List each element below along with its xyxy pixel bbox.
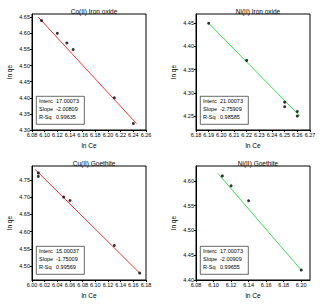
svg-text:6.10: 6.10 (208, 282, 219, 288)
svg-text:4.25: 4.25 (183, 113, 194, 119)
svg-text:6.14: 6.14 (243, 282, 254, 288)
svg-text:6.12: 6.12 (226, 282, 237, 288)
svg-text:4.65: 4.65 (19, 14, 30, 20)
svg-text:ln Ce: ln Ce (245, 142, 261, 149)
svg-text:-2.00909: -2.00909 (220, 256, 242, 262)
svg-text:-2.00809: -2.00809 (56, 106, 78, 112)
svg-text:ln qe: ln qe (170, 65, 178, 79)
svg-text:6.18: 6.18 (90, 132, 101, 138)
svg-text:6.20: 6.20 (216, 132, 227, 138)
svg-text:6.26: 6.26 (292, 132, 303, 138)
svg-text:Co(II) Iron oxide: Co(II) Iron oxide (71, 8, 118, 16)
svg-text:ln qe: ln qe (6, 65, 14, 79)
svg-text:6.14: 6.14 (65, 132, 76, 138)
svg-text:6.16: 6.16 (77, 132, 88, 138)
svg-text:0.99635: 0.99635 (56, 114, 76, 120)
svg-text:ln Ce: ln Ce (81, 292, 97, 299)
svg-text:4.45: 4.45 (183, 252, 194, 258)
svg-text:Ni(II) Goethite: Ni(II) Goethite (238, 160, 279, 168)
svg-text:R-Sq: R-Sq (203, 114, 216, 120)
svg-text:0.99655: 0.99655 (220, 264, 240, 270)
svg-text:6.16: 6.16 (128, 282, 139, 288)
svg-text:Interc: Interc (39, 248, 53, 254)
svg-text:6.27: 6.27 (305, 132, 316, 138)
svg-text:6.14: 6.14 (115, 282, 126, 288)
svg-text:6.18: 6.18 (191, 132, 202, 138)
svg-text:6.18: 6.18 (278, 282, 289, 288)
svg-text:6.04: 6.04 (52, 282, 63, 288)
svg-text:6.18: 6.18 (141, 282, 152, 288)
svg-text:Slope: Slope (39, 106, 53, 112)
svg-text:4.75: 4.75 (19, 177, 30, 183)
svg-text:4.50: 4.50 (183, 227, 194, 233)
svg-text:Ni(II) Iron oxide: Ni(II) Iron oxide (236, 8, 281, 16)
svg-text:4.35: 4.35 (183, 67, 194, 73)
svg-text:4.45: 4.45 (19, 79, 30, 85)
svg-text:17.00073: 17.00073 (56, 98, 79, 104)
svg-text:R-Sq: R-Sq (39, 264, 52, 270)
svg-text:4.30: 4.30 (183, 90, 194, 96)
svg-text:6.24: 6.24 (128, 132, 139, 138)
svg-text:6.22: 6.22 (115, 132, 126, 138)
svg-text:4.40: 4.40 (19, 95, 30, 101)
svg-text:6.08: 6.08 (27, 132, 38, 138)
svg-text:4.60: 4.60 (183, 178, 194, 184)
svg-text:4.40: 4.40 (183, 277, 194, 283)
svg-text:ln Ce: ln Ce (245, 292, 261, 299)
svg-text:4.70: 4.70 (19, 194, 30, 200)
svg-text:4.50: 4.50 (19, 63, 30, 69)
svg-text:4.55: 4.55 (19, 246, 30, 252)
svg-text:6.21: 6.21 (229, 132, 240, 138)
svg-text:17.00073: 17.00073 (220, 248, 243, 254)
svg-text:6.06: 6.06 (65, 282, 76, 288)
svg-text:Slope: Slope (203, 106, 217, 112)
svg-text:Interc: Interc (203, 248, 217, 254)
svg-text:4.60: 4.60 (19, 30, 30, 36)
svg-text:Slope: Slope (203, 256, 217, 262)
svg-text:6.26: 6.26 (141, 132, 152, 138)
svg-text:4.30: 4.30 (19, 127, 30, 133)
svg-text:6.22: 6.22 (241, 132, 252, 138)
svg-text:4.65: 4.65 (19, 211, 30, 217)
svg-text:4.45: 4.45 (183, 20, 194, 26)
svg-text:ln qe: ln qe (6, 216, 14, 230)
svg-text:R-Sq: R-Sq (39, 114, 52, 120)
svg-text:4.55: 4.55 (19, 46, 30, 52)
svg-text:6.23: 6.23 (254, 132, 265, 138)
svg-text:6.08: 6.08 (77, 282, 88, 288)
svg-text:0.98585: 0.98585 (220, 114, 240, 120)
svg-text:6.20: 6.20 (103, 132, 114, 138)
svg-text:4.35: 4.35 (19, 111, 30, 117)
svg-text:21.00073: 21.00073 (220, 98, 243, 104)
svg-text:Cu(II) Goethite: Cu(II) Goethite (73, 160, 116, 168)
svg-text:6.20: 6.20 (296, 282, 307, 288)
svg-text:6.00: 6.00 (27, 282, 38, 288)
svg-text:6.10: 6.10 (90, 282, 101, 288)
svg-text:4.60: 4.60 (19, 229, 30, 235)
svg-text:6.24: 6.24 (267, 132, 278, 138)
svg-text:6.16: 6.16 (261, 282, 272, 288)
svg-text:-2.75909: -2.75909 (220, 106, 242, 112)
svg-text:6.19: 6.19 (203, 132, 214, 138)
svg-text:Interc: Interc (39, 98, 53, 104)
svg-text:15.00037: 15.00037 (56, 248, 79, 254)
svg-text:ln Ce: ln Ce (81, 142, 97, 149)
svg-text:6.12: 6.12 (103, 282, 114, 288)
svg-text:0.99569: 0.99569 (56, 264, 76, 270)
svg-text:6.10: 6.10 (39, 132, 50, 138)
svg-text:R-Sq: R-Sq (203, 264, 216, 270)
svg-text:Slope: Slope (39, 256, 53, 262)
svg-text:6.25: 6.25 (279, 132, 290, 138)
svg-text:4.50: 4.50 (19, 263, 30, 269)
svg-text:6.12: 6.12 (52, 132, 63, 138)
svg-text:6.08: 6.08 (191, 282, 202, 288)
svg-text:4.55: 4.55 (183, 203, 194, 209)
svg-text:Interc: Interc (203, 98, 217, 104)
svg-text:6.02: 6.02 (39, 282, 50, 288)
svg-text:-1.75009: -1.75009 (56, 256, 78, 262)
svg-text:ln qe: ln qe (170, 216, 178, 230)
svg-text:4.40: 4.40 (183, 43, 194, 49)
